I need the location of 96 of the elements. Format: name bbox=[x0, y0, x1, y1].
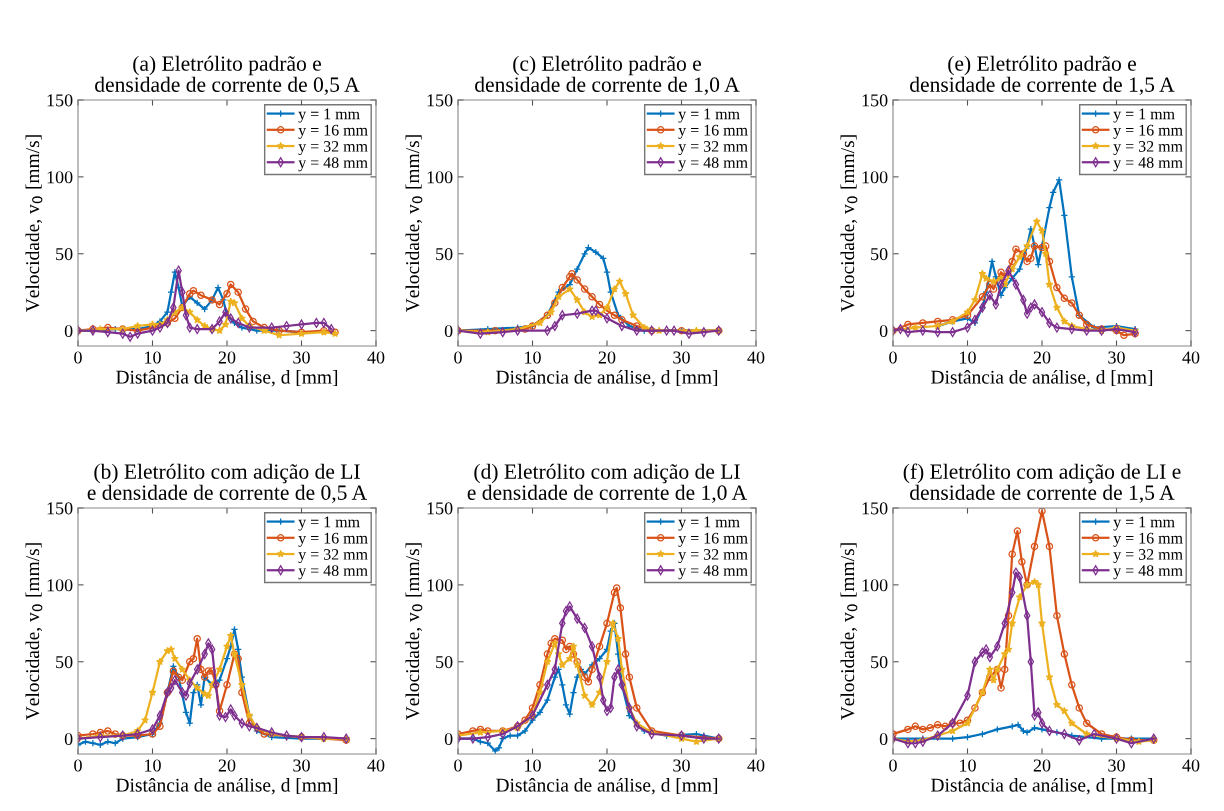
y-axis-title: Velocidade, v$_{0}$ [mm/s] bbox=[405, 135, 423, 313]
x-tick-label: 30 bbox=[673, 351, 690, 364]
y-tick-label: 0 bbox=[64, 732, 73, 746]
x-tick-label: 20 bbox=[598, 351, 616, 364]
x-tick-label: 10 bbox=[960, 759, 976, 772]
x-tick-label: 40 bbox=[747, 351, 765, 364]
x-tick-label: 40 bbox=[1182, 351, 1200, 364]
y-tick-label: 50 bbox=[871, 656, 888, 669]
x-tick-label: 0 bbox=[74, 759, 82, 772]
y-tick-label: 150 bbox=[427, 94, 453, 107]
x-tick-label: 40 bbox=[747, 759, 765, 772]
chart-title: (c) Eletrólito padrão e densidade de corrente de 1,0 A bbox=[475, 55, 740, 95]
legend-label: y = 16 mm bbox=[1113, 532, 1183, 547]
x-tick-label: 10 bbox=[525, 759, 541, 772]
legend-label: y = 32 mm bbox=[678, 549, 748, 564]
x-axis-title: Distância de análise, d [mm] bbox=[496, 369, 718, 387]
y-tick-label: 150 bbox=[862, 502, 888, 515]
y-tick-label: 100 bbox=[862, 171, 888, 184]
x-tick-label: 20 bbox=[1033, 351, 1051, 364]
legend-label: y = 48 mm bbox=[1113, 565, 1183, 580]
x-tick-label: 0 bbox=[454, 759, 462, 772]
y-axis-title: Velocidade, v$_{0}$ [mm/s] bbox=[840, 135, 858, 313]
legend-label: y = 32 mm bbox=[1113, 141, 1183, 156]
chart-title: (b) Eletrólito com adição de LI e densidade de corrente de 0,5 A bbox=[87, 463, 368, 503]
legend-label: y = 1 mm bbox=[1113, 108, 1175, 123]
legend-label: y = 32 mm bbox=[678, 141, 748, 156]
y-tick-label: 150 bbox=[47, 94, 73, 107]
y-axis-title: Velocidade, v$_{0}$ [mm/s] bbox=[25, 135, 43, 313]
legend-label: y = 1 mm bbox=[678, 108, 740, 123]
legend-label: y = 16 mm bbox=[298, 124, 368, 139]
chart-title: (e) Eletrólito padrão e densidade de corrente de 1,5 A bbox=[910, 55, 1175, 95]
y-axis-title: Velocidade, v$_{0}$ [mm/s] bbox=[840, 543, 858, 721]
x-tick-label: 20 bbox=[218, 759, 236, 772]
y-tick-label: 100 bbox=[47, 171, 73, 184]
x-axis-title: Distância de análise, d [mm] bbox=[931, 369, 1153, 387]
legend-label: y = 1 mm bbox=[1113, 516, 1175, 531]
legend-label: y = 48 mm bbox=[1113, 157, 1183, 172]
x-tick-label: 40 bbox=[367, 351, 385, 364]
legend-label: y = 1 mm bbox=[678, 516, 740, 531]
x-tick-label: 30 bbox=[673, 759, 690, 772]
y-tick-label: 150 bbox=[862, 94, 888, 107]
legend-label: y = 32 mm bbox=[298, 549, 368, 564]
x-axis-title: Distância de análise, d [mm] bbox=[116, 369, 338, 387]
x-axis-title: Distância de análise, d [mm] bbox=[116, 777, 338, 795]
legend-label: y = 48 mm bbox=[298, 157, 368, 172]
chart-title: (f) Eletrólito com adição de LI e densidade de corrente de 1,5 A bbox=[903, 463, 1181, 503]
y-tick-label: 150 bbox=[47, 502, 73, 515]
y-axis-title: Velocidade, v$_{0}$ [mm/s] bbox=[25, 543, 43, 721]
y-tick-label: 0 bbox=[879, 732, 888, 746]
y-tick-label: 0 bbox=[444, 324, 453, 338]
x-tick-label: 30 bbox=[1108, 759, 1125, 772]
y-tick-label: 50 bbox=[436, 248, 453, 261]
legend-label: y = 48 mm bbox=[298, 565, 368, 580]
y-tick-label: 50 bbox=[56, 248, 73, 261]
x-tick-label: 0 bbox=[889, 759, 897, 772]
y-tick-label: 50 bbox=[871, 248, 888, 261]
y-tick-label: 50 bbox=[56, 656, 73, 669]
y-axis-title: Velocidade, v$_{0}$ [mm/s] bbox=[405, 543, 423, 721]
legend-label: y = 16 mm bbox=[678, 532, 748, 547]
legend-label: y = 48 mm bbox=[678, 565, 748, 580]
y-tick-label: 100 bbox=[47, 579, 73, 592]
legend-label: y = 1 mm bbox=[298, 516, 360, 531]
legend-label: y = 32 mm bbox=[1113, 549, 1183, 564]
x-tick-label: 0 bbox=[74, 351, 82, 364]
y-tick-label: 150 bbox=[427, 502, 453, 515]
legend-label: y = 16 mm bbox=[298, 532, 368, 547]
legend-label: y = 16 mm bbox=[1113, 124, 1183, 139]
x-tick-label: 10 bbox=[145, 759, 161, 772]
x-axis-title: Distância de análise, d [mm] bbox=[931, 777, 1153, 795]
legend-label: y = 32 mm bbox=[298, 141, 368, 156]
y-tick-label: 100 bbox=[427, 579, 453, 592]
chart-title: (d) Eletrólito com adição de LI e densidade de corrente de 1,0 A bbox=[467, 463, 748, 503]
x-tick-label: 30 bbox=[1108, 351, 1125, 364]
legend-label: y = 1 mm bbox=[298, 108, 360, 123]
x-tick-label: 10 bbox=[960, 351, 976, 364]
x-tick-label: 40 bbox=[367, 759, 385, 772]
x-tick-label: 40 bbox=[1182, 759, 1200, 772]
y-tick-label: 100 bbox=[862, 579, 888, 592]
y-tick-label: 0 bbox=[879, 324, 888, 338]
y-tick-label: 0 bbox=[444, 732, 453, 746]
x-tick-label: 10 bbox=[145, 351, 161, 364]
x-tick-label: 0 bbox=[889, 351, 897, 364]
x-tick-label: 20 bbox=[218, 351, 236, 364]
legend-label: y = 16 mm bbox=[678, 124, 748, 139]
legend-label: y = 48 mm bbox=[678, 157, 748, 172]
y-tick-label: 100 bbox=[427, 171, 453, 184]
x-tick-label: 30 bbox=[293, 759, 310, 772]
chart-title: (a) Eletrólito padrão e densidade de corrente de 0,5 A bbox=[95, 55, 360, 95]
y-tick-label: 0 bbox=[64, 324, 73, 338]
x-axis-title: Distância de análise, d [mm] bbox=[496, 777, 718, 795]
x-tick-label: 30 bbox=[293, 351, 310, 364]
x-tick-label: 0 bbox=[454, 351, 462, 364]
y-tick-label: 50 bbox=[436, 656, 453, 669]
x-tick-label: 20 bbox=[598, 759, 616, 772]
x-tick-label: 10 bbox=[525, 351, 541, 364]
x-tick-label: 20 bbox=[1033, 759, 1051, 772]
